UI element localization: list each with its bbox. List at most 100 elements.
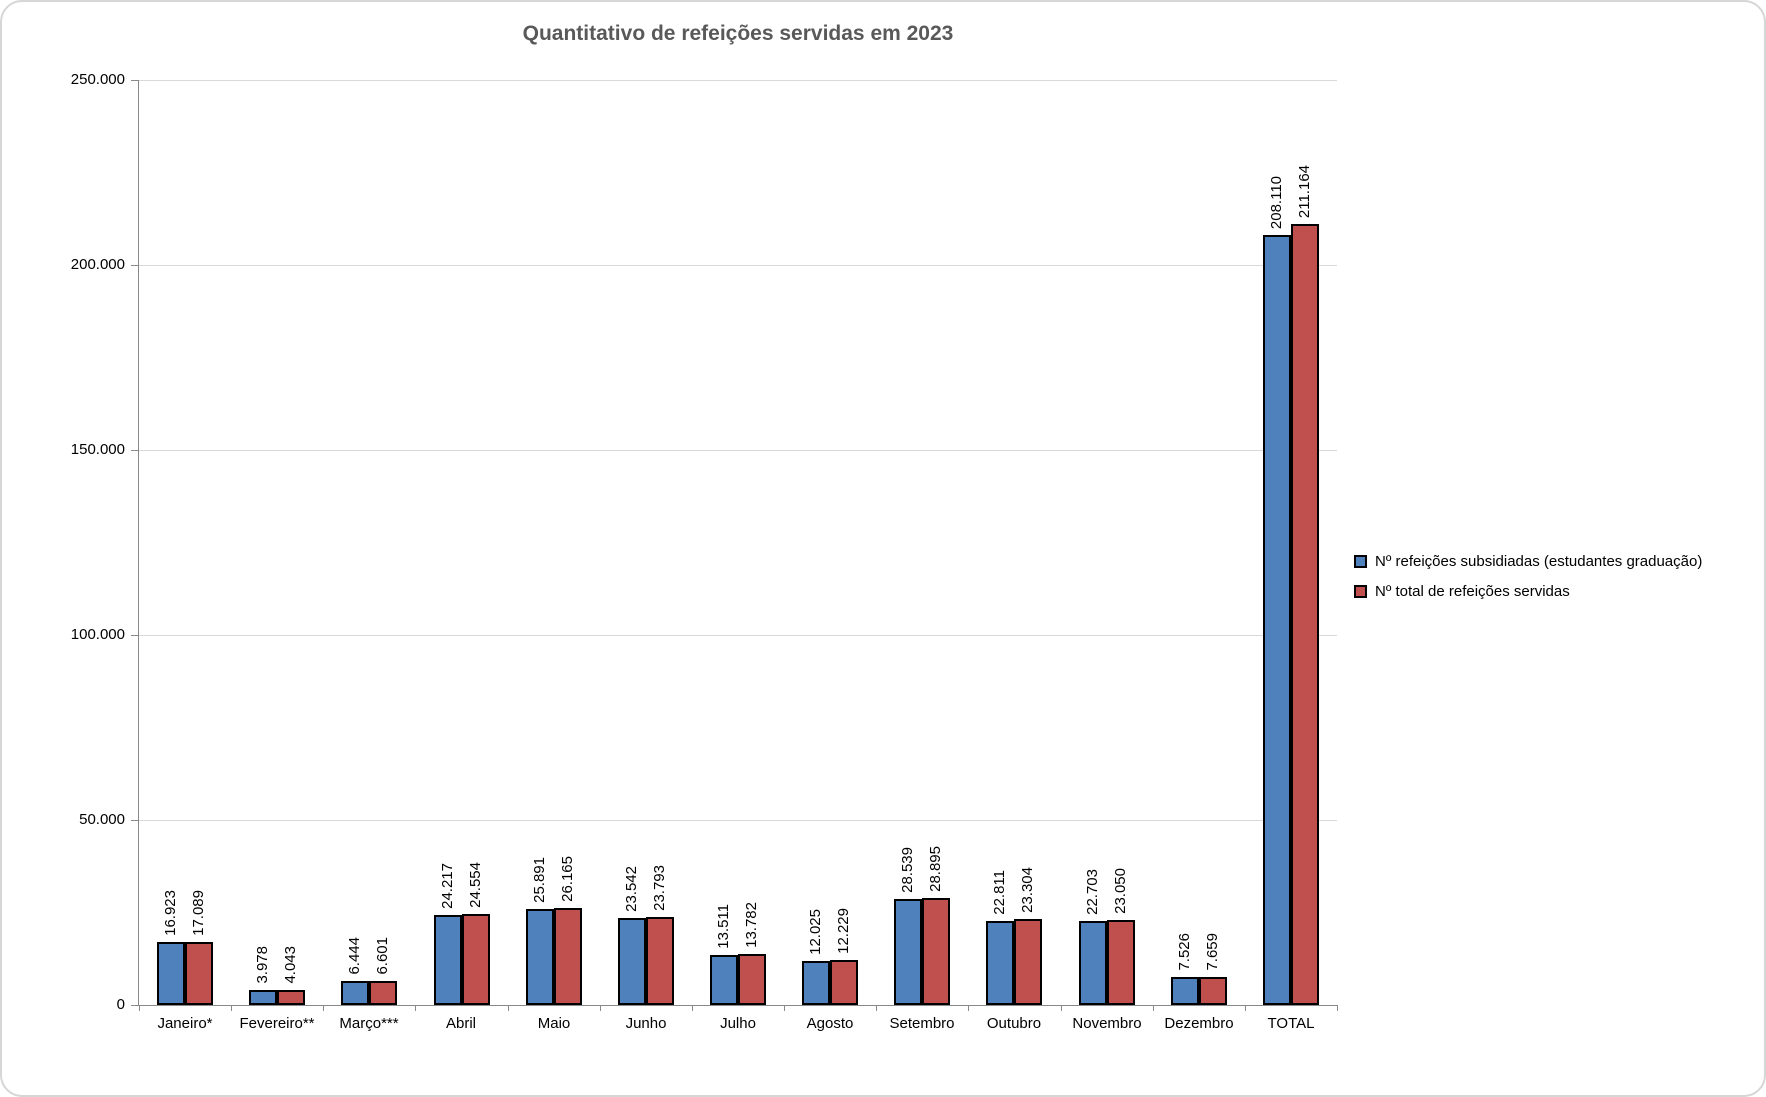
bar-total-junho bbox=[646, 917, 674, 1005]
bar-value-label: 13.511 bbox=[715, 904, 732, 949]
bar-value-label: 3.978 bbox=[254, 946, 271, 984]
y-axis-label: 200.000 bbox=[70, 256, 125, 273]
bar-total-novembro bbox=[1107, 920, 1135, 1005]
x-axis-tick bbox=[508, 1005, 509, 1011]
bar-value-label: 7.659 bbox=[1204, 933, 1221, 971]
bar-subsidiadas-agosto bbox=[802, 961, 830, 1005]
x-axis-tick bbox=[1153, 1005, 1154, 1011]
bar-subsidiadas-junho bbox=[618, 918, 646, 1005]
bar-value-label: 208.110 bbox=[1268, 175, 1285, 229]
bar-subsidiadas-novembro bbox=[1079, 921, 1107, 1005]
gridline-200000 bbox=[139, 265, 1337, 266]
bar-value-label: 23.050 bbox=[1112, 868, 1129, 914]
bar-value-label: 25.891 bbox=[531, 857, 548, 903]
bar-subsidiadas-outubro bbox=[986, 921, 1014, 1005]
bar-total-setembro bbox=[922, 898, 950, 1005]
legend-swatch-blue bbox=[1354, 554, 1367, 568]
bar-subsidiadas-setembro bbox=[894, 899, 922, 1005]
x-axis-category-label: Abril bbox=[445, 1015, 476, 1032]
gridline-150000 bbox=[139, 450, 1337, 451]
x-axis-tick bbox=[1061, 1005, 1062, 1011]
bar-value-label: 12.025 bbox=[807, 909, 824, 955]
x-axis-line bbox=[138, 1005, 1337, 1006]
bar-total-total bbox=[1291, 224, 1319, 1005]
x-axis-tick bbox=[784, 1005, 785, 1011]
bar-subsidiadas-abril bbox=[434, 915, 462, 1005]
bar-value-label: 22.811 bbox=[991, 870, 1008, 915]
x-axis-tick bbox=[415, 1005, 416, 1011]
x-axis-tick bbox=[1337, 1005, 1338, 1011]
y-axis-tick bbox=[131, 635, 138, 636]
legend-item-subsidiadas: Nº refeições subsidiadas (estudantes gra… bbox=[1354, 546, 1702, 576]
y-axis-tick bbox=[131, 265, 138, 266]
bar-subsidiadas-total bbox=[1263, 235, 1291, 1005]
bar-subsidiadas-março bbox=[341, 981, 369, 1005]
x-axis-category-label: Março*** bbox=[339, 1015, 399, 1032]
legend: Nº refeições subsidiadas (estudantes gra… bbox=[1354, 546, 1702, 606]
x-axis-tick bbox=[692, 1005, 693, 1011]
x-axis-category-label: Outubro bbox=[986, 1015, 1042, 1032]
bar-value-label: 16.923 bbox=[162, 890, 179, 936]
bar-value-label: 23.304 bbox=[1019, 867, 1036, 913]
bar-total-julho bbox=[738, 954, 766, 1005]
bar-value-label: 24.554 bbox=[467, 862, 484, 908]
gridline-50000 bbox=[139, 820, 1337, 821]
x-axis-tick bbox=[600, 1005, 601, 1011]
x-axis-category-label: Janeiro* bbox=[157, 1015, 213, 1032]
x-axis-category-label: Agosto bbox=[806, 1015, 854, 1032]
bar-value-label: 17.089 bbox=[190, 890, 207, 936]
plot-area: 0 50.000 100.000 150.000 200.000 250.000 16.92… bbox=[71, 71, 1338, 1032]
bar-value-label: 28.895 bbox=[927, 846, 944, 892]
bar-value-label: 13.782 bbox=[743, 902, 760, 948]
bar-value-label: 24.217 bbox=[439, 863, 456, 909]
bar-total-janeiro bbox=[185, 942, 213, 1005]
bar-total-abril bbox=[462, 914, 490, 1005]
x-axis-category-label: Novembro bbox=[1072, 1015, 1142, 1032]
bar-value-label: 23.542 bbox=[623, 866, 640, 912]
y-axis-tick bbox=[131, 80, 138, 81]
bar-value-label: 28.539 bbox=[899, 847, 916, 893]
legend-item-total: Nº total de refeições servidas bbox=[1354, 576, 1702, 606]
x-axis-tick bbox=[231, 1005, 232, 1011]
y-axis-label: 50.000 bbox=[79, 811, 125, 828]
x-axis-category-label: Setembro bbox=[889, 1015, 955, 1032]
x-axis-category-label: Maio bbox=[537, 1015, 571, 1032]
bar-subsidiadas-janeiro bbox=[157, 942, 185, 1005]
y-axis-tick bbox=[131, 1005, 138, 1006]
y-axis-tick bbox=[131, 450, 138, 451]
gridline-100000 bbox=[139, 635, 1337, 636]
x-axis-category-label: Dezembro bbox=[1164, 1015, 1234, 1032]
legend-label-subsidiadas: Nº refeições subsidiadas (estudantes gra… bbox=[1375, 552, 1703, 570]
bar-subsidiadas-julho bbox=[710, 955, 738, 1005]
bar-value-label: 6.444 bbox=[346, 937, 363, 975]
x-axis-category-label: Julho bbox=[720, 1015, 756, 1032]
x-axis-tick bbox=[968, 1005, 969, 1011]
bar-value-label: 6.601 bbox=[374, 937, 391, 975]
legend-swatch-red bbox=[1354, 584, 1367, 598]
x-axis-tick bbox=[1245, 1005, 1246, 1011]
bar-value-label: 23.793 bbox=[651, 865, 668, 911]
x-axis-tick bbox=[323, 1005, 324, 1011]
bar-subsidiadas-fevereiro bbox=[249, 990, 277, 1005]
y-axis-tick bbox=[131, 820, 138, 821]
bar-value-label: 211.164 bbox=[1296, 164, 1313, 218]
chart-title: Quantitativo de refeições servidas em 20… bbox=[522, 22, 954, 45]
gridline-250000 bbox=[139, 80, 1337, 81]
bar-value-label: 7.526 bbox=[1176, 933, 1193, 971]
bar-value-label: 22.703 bbox=[1084, 869, 1101, 915]
bar-total-fevereiro bbox=[277, 990, 305, 1005]
bar-total-dezembro bbox=[1199, 977, 1227, 1005]
x-axis-category-label: Fevereiro** bbox=[239, 1015, 315, 1032]
bar-total-outubro bbox=[1014, 919, 1042, 1005]
x-axis-tick bbox=[876, 1005, 877, 1011]
y-axis-label: 150.000 bbox=[70, 441, 125, 458]
y-axis-label: 0 bbox=[116, 996, 125, 1013]
y-axis-label: 250.000 bbox=[70, 71, 125, 88]
x-axis-category-label: Junho bbox=[625, 1015, 667, 1032]
bar-total-maio bbox=[554, 908, 582, 1005]
legend-label-total: Nº total de refeições servidas bbox=[1375, 582, 1570, 600]
bar-subsidiadas-maio bbox=[526, 909, 554, 1005]
bar-value-label: 4.043 bbox=[282, 946, 299, 984]
bar-total-agosto bbox=[830, 960, 858, 1005]
